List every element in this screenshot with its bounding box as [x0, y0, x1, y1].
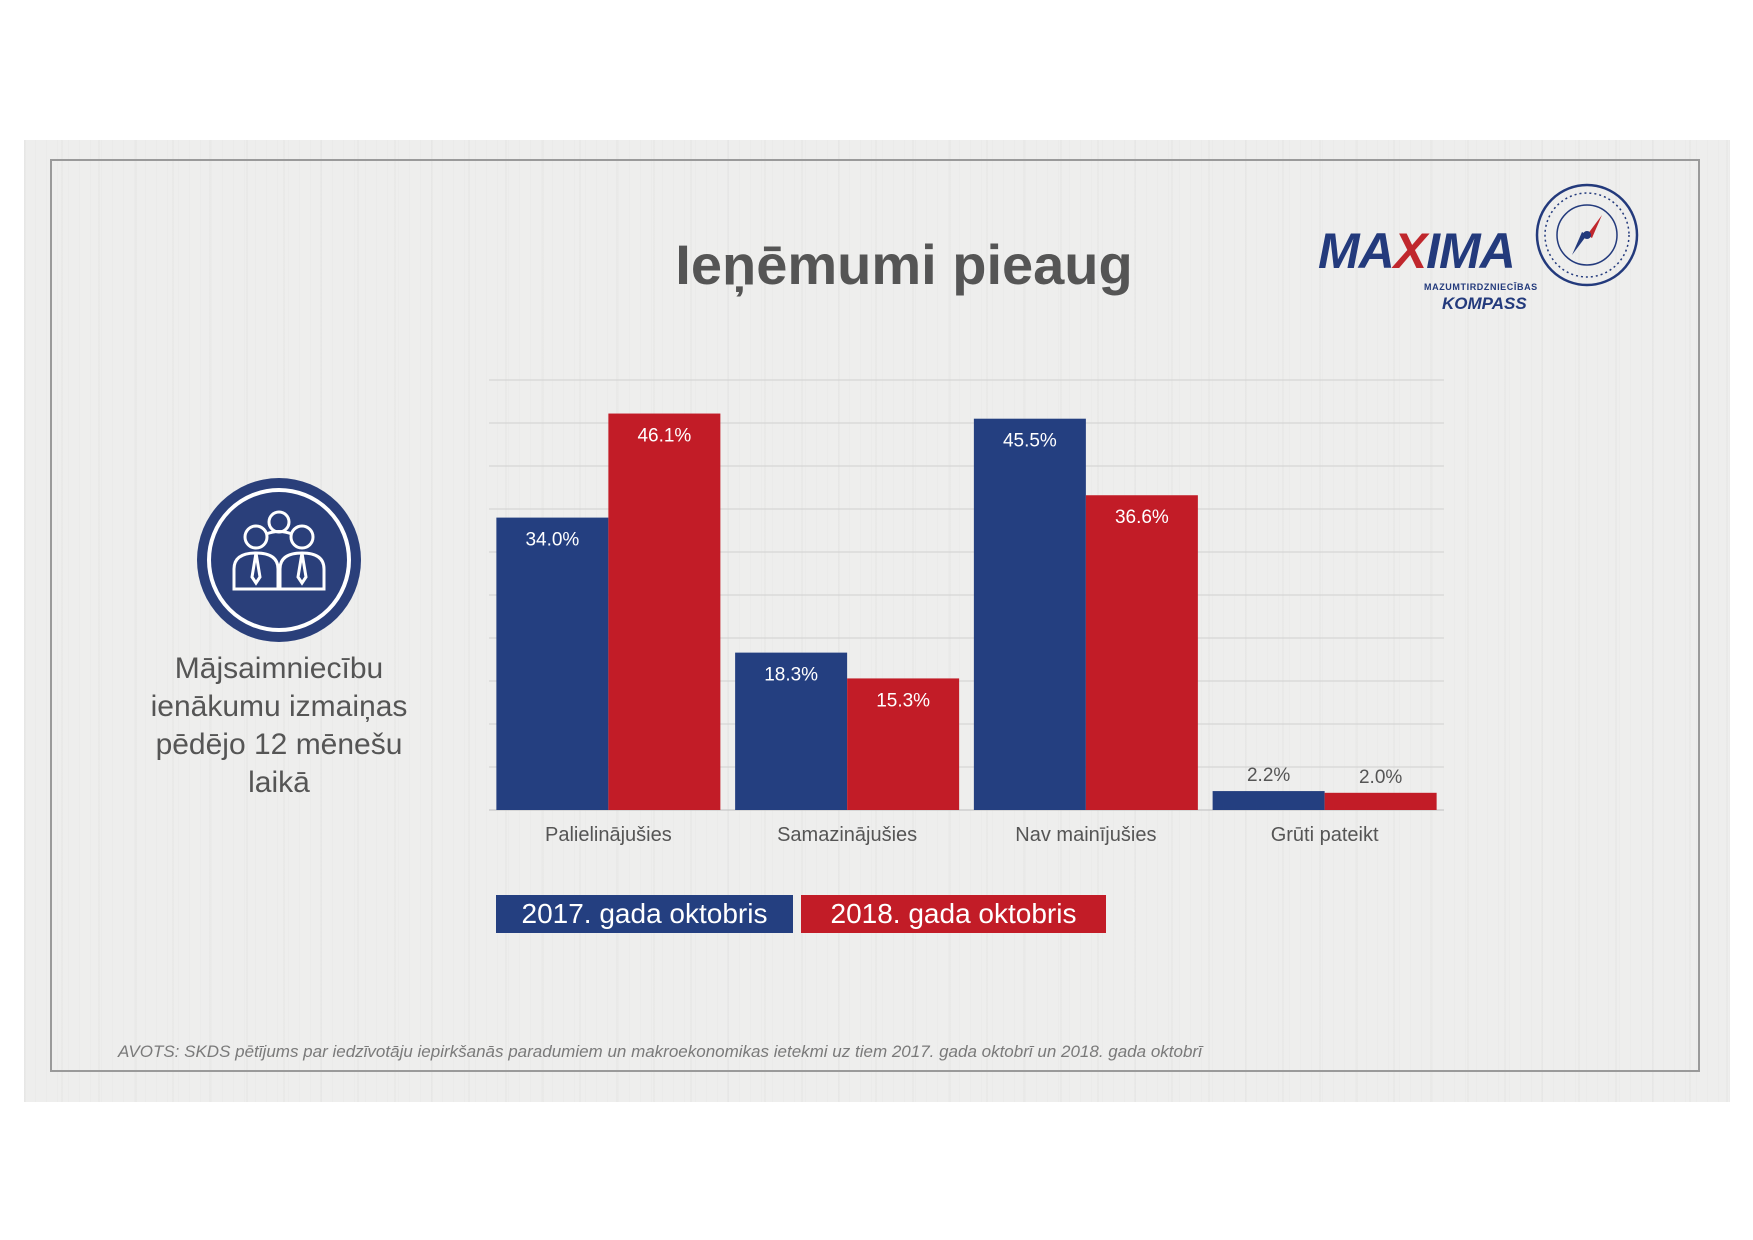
data-label: 36.6% — [1115, 507, 1169, 528]
data-label: 34.0% — [525, 530, 579, 551]
source-note: AVOTS: SKDS pētījums par iedzīvotāju iep… — [118, 1042, 1202, 1061]
bar-2018 — [608, 413, 721, 810]
category-label: Nav mainījušies — [1015, 824, 1156, 846]
legend-2018: 2018. gada oktobris — [801, 895, 1106, 933]
category-label: Palielinājušies — [545, 824, 672, 846]
maxima-kompass-logo: MAXIMA MAZUMTIRDZNIECĪBAS KOMPASS — [1314, 182, 1674, 322]
people-group-icon — [197, 478, 361, 642]
data-label: 45.5% — [1003, 431, 1057, 452]
data-label: 18.3% — [764, 665, 818, 686]
bar-chart: 34.0% 46.1% Palielinājušies 18.3% 15.3% Samaz… — [489, 379, 1444, 846]
logo-name: KOMPASS — [1442, 294, 1527, 313]
data-label: 46.1% — [637, 426, 691, 447]
bar-2018 — [847, 678, 960, 810]
slide-title: Ieņēmumi pieaug — [675, 233, 1133, 296]
logo-subtitle: MAZUMTIRDZNIECĪBAS — [1424, 282, 1538, 292]
side-caption-line: ienākumu izmaiņas — [150, 690, 408, 723]
bar-2018 — [1324, 792, 1437, 810]
legend-2017: 2017. gada oktobris — [496, 895, 793, 933]
bar-2018 — [1085, 495, 1198, 810]
category-label: Samazinājušies — [777, 824, 917, 846]
category-label: Grūti pateikt — [1271, 824, 1379, 846]
bar-2017 — [1212, 791, 1325, 810]
side-caption-line: Mājsaimniecību — [174, 652, 384, 685]
slide: Ieņēmumi pieaug MAXIMA MAZUMTIRDZNIECĪBA… — [24, 140, 1730, 1102]
data-label: 2.2% — [1247, 765, 1290, 786]
logo-wordmark: MAXIMA — [1318, 223, 1516, 279]
bar-2017 — [496, 517, 609, 810]
data-label: 2.0% — [1359, 767, 1402, 788]
compass-icon — [1535, 183, 1639, 287]
bar-2017 — [973, 418, 1086, 810]
side-caption-line: pēdējo 12 mēnešu — [155, 728, 403, 761]
side-caption-line: laikā — [248, 766, 310, 799]
bar-2017 — [735, 652, 848, 810]
slide-frame — [50, 159, 1700, 1072]
data-label: 15.3% — [876, 690, 930, 711]
side-caption: Mājsaimniecību ienākumu izmaiņas pēdējo … — [134, 650, 424, 802]
